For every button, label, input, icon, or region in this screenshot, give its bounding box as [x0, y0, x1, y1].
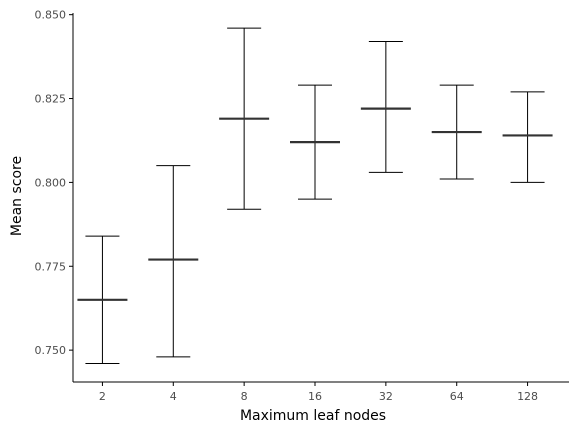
- y-tick-label: 0.800: [35, 176, 67, 189]
- chart-axes: [72, 13, 569, 383]
- y-axis-ticks: 0.750 0.775 0.800 0.825 0.850: [35, 9, 73, 357]
- x-tick-label: 8: [241, 390, 248, 403]
- x-tick-label: 128: [517, 390, 538, 403]
- error-bar-group-32: [360, 41, 411, 173]
- error-bar-group-64: [431, 84, 482, 180]
- x-tick-label: 16: [308, 390, 322, 403]
- x-axis-ticks: 2 4 8 16 32 64 128: [99, 382, 538, 403]
- y-tick-label: 0.750: [35, 344, 67, 357]
- x-tick-label: 32: [379, 390, 393, 403]
- x-tick-label: 4: [170, 390, 177, 403]
- x-tick-label: 64: [450, 390, 464, 403]
- error-bar-group-16: [290, 84, 340, 200]
- y-tick-label: 0.850: [35, 9, 67, 22]
- y-axis-title: Mean score: [9, 156, 25, 236]
- x-tick-label: 2: [99, 390, 106, 403]
- error-bar-group-2: [77, 235, 128, 365]
- error-bar-group-4: [148, 165, 199, 358]
- y-tick-label: 0.775: [35, 260, 67, 273]
- y-tick-label: 0.825: [35, 93, 67, 106]
- chart-marks: [77, 27, 553, 365]
- error-bar-group-8: [219, 27, 270, 210]
- error-bar-group-128: [502, 91, 553, 183]
- x-axis-title: Maximum leaf nodes: [240, 408, 386, 424]
